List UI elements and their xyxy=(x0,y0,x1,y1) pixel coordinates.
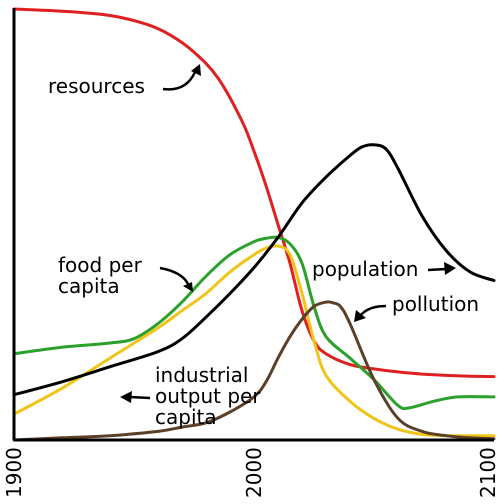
annotation-food-arrow xyxy=(159,266,190,285)
annotation-resources-arrow xyxy=(162,71,197,91)
annotation-food-arrowhead xyxy=(183,282,193,292)
series-line-food-per-capita xyxy=(12,235,496,411)
annotation-industrial-text-line3: capita xyxy=(155,405,217,429)
series-line-industrial-output-per-capita xyxy=(12,244,496,438)
annotation-population: population xyxy=(312,257,456,281)
series-layer xyxy=(12,7,496,442)
x-tick-label-2000: 2000 xyxy=(242,447,266,498)
annotation-industrial-arrowhead xyxy=(120,391,132,403)
annotation-population-arrow xyxy=(427,267,447,272)
series-line-resources xyxy=(12,7,496,379)
annotation-industrial-output: industrial output per capita xyxy=(120,363,261,429)
annotation-industrial-text-line1: industrial xyxy=(155,363,248,387)
annotation-resources-arrowhead xyxy=(191,64,201,76)
annotation-pollution: pollution xyxy=(354,292,479,322)
annotation-resources-text: resources xyxy=(48,74,145,98)
annotation-population-text: population xyxy=(312,257,418,281)
annotation-pollution-arrow xyxy=(359,304,387,317)
annotation-pollution-text: pollution xyxy=(392,292,479,316)
x-tick-label-2100: 2100 xyxy=(476,447,500,498)
series-line-pollution xyxy=(12,300,496,442)
annotation-pollution-arrowhead xyxy=(354,310,366,322)
x-tick-label-1900: 1900 xyxy=(2,447,26,498)
annotation-food-per-capita: food per capita xyxy=(58,253,193,298)
annotation-population-arrowhead xyxy=(444,262,456,275)
annotation-food-text-line1: food per xyxy=(58,253,143,277)
series-line-population xyxy=(12,143,496,397)
x-tick-labels: 1900 2000 2100 xyxy=(2,447,500,498)
annotation-food-text-line2: capita xyxy=(58,274,120,298)
annotation-resources: resources xyxy=(48,64,201,98)
annotation-industrial-arrow xyxy=(129,395,151,400)
annotation-industrial-text-line2: output per xyxy=(155,384,261,408)
